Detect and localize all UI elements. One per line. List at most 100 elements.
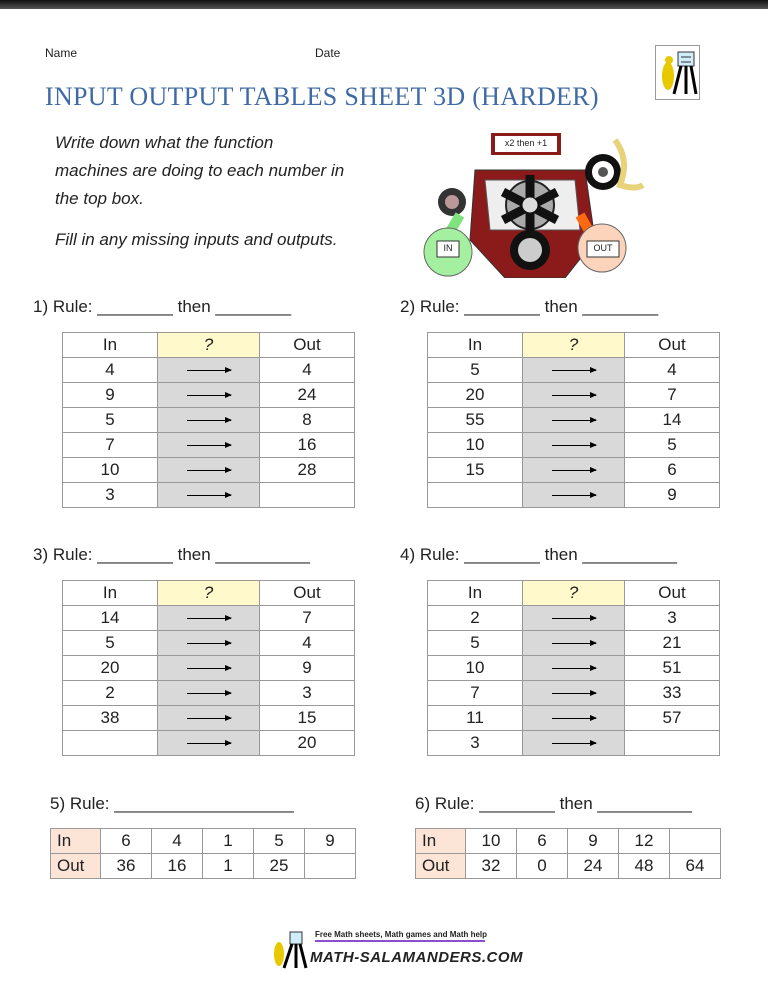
arrow-right-icon xyxy=(186,442,232,449)
out-cell: 9 xyxy=(624,482,720,508)
out-cell[interactable] xyxy=(259,482,355,508)
table-row: 10 51 xyxy=(427,655,720,681)
out-cell: 7 xyxy=(624,382,720,408)
in-header: In xyxy=(427,580,523,606)
in-cell: 10 xyxy=(62,457,158,483)
io-table-horizontal: In 10 6 9 12 Out 32 0 24 48 64 xyxy=(415,828,721,879)
arrow-right-icon xyxy=(551,392,597,399)
out-cell: 4 xyxy=(624,357,720,383)
out-cell: 25 xyxy=(253,853,305,879)
arrow-cell xyxy=(522,655,625,681)
table-row: 9 xyxy=(427,482,720,508)
arrow-right-icon xyxy=(186,740,232,747)
rule-heading: 2) Rule: ________ then ________ xyxy=(400,297,659,316)
arrow-cell xyxy=(522,457,625,483)
in-cell: 5 xyxy=(253,828,305,854)
arrow-right-icon xyxy=(186,715,232,722)
in-cell: 4 xyxy=(62,357,158,383)
table-row: 38 15 xyxy=(62,705,355,731)
table-header-row: In? Out xyxy=(62,332,355,358)
out-cell: 24 xyxy=(567,853,619,879)
out-cell: 28 xyxy=(259,457,355,483)
out-cell: 9 xyxy=(259,655,355,681)
rule-header: ? xyxy=(522,332,625,358)
arrow-right-icon xyxy=(551,690,597,697)
arrow-right-icon xyxy=(186,392,232,399)
footer-logo: Free Math sheets, Math games and Math he… xyxy=(270,930,523,974)
in-header: In xyxy=(62,580,158,606)
in-cell: 7 xyxy=(62,432,158,458)
arrow-cell xyxy=(157,680,260,706)
in-header: In xyxy=(427,332,523,358)
in-cell[interactable] xyxy=(669,828,721,854)
footer-brand: MATH-SALAMANDERS.COM xyxy=(310,949,524,966)
arrow-cell xyxy=(522,630,625,656)
io-table: In? Out 4 4 9 24 5 8 7 16 10 28 3 xyxy=(62,332,355,508)
out-cell: 33 xyxy=(624,680,720,706)
out-cell: 57 xyxy=(624,705,720,731)
arrow-cell xyxy=(522,382,625,408)
out-header: Out xyxy=(259,580,355,606)
arrow-cell xyxy=(157,357,260,383)
in-cell: 20 xyxy=(427,382,523,408)
in-cell: 5 xyxy=(427,630,523,656)
arrow-right-icon xyxy=(551,715,597,722)
arrow-cell xyxy=(157,457,260,483)
out-cell: 36 xyxy=(100,853,152,879)
out-cell: 16 xyxy=(259,432,355,458)
out-cell: 20 xyxy=(259,730,355,756)
table-row: 3 xyxy=(62,482,355,508)
page-title: INPUT OUTPUT TABLES SHEET 3D (HARDER) xyxy=(45,82,599,111)
arrow-right-icon xyxy=(186,492,232,499)
out-cell: 14 xyxy=(624,407,720,433)
in-cell: 2 xyxy=(427,605,523,631)
io-table-horizontal: In 6 4 1 5 9 Out 36 16 1 25 xyxy=(50,828,356,879)
table-row: 20 9 xyxy=(62,655,355,681)
instruction-line: Write down what the function xyxy=(55,133,274,152)
out-header: Out xyxy=(259,332,355,358)
arrow-cell xyxy=(157,482,260,508)
in-cell: 9 xyxy=(304,828,356,854)
out-label: Out xyxy=(50,853,101,879)
out-cell: 7 xyxy=(259,605,355,631)
arrow-right-icon xyxy=(186,467,232,474)
in-cell: 10 xyxy=(465,828,517,854)
arrow-cell xyxy=(522,705,625,731)
rule-heading: 5) Rule: ___________________ xyxy=(50,794,294,813)
in-cell: 15 xyxy=(427,457,523,483)
arrow-right-icon xyxy=(186,690,232,697)
name-label: Name xyxy=(45,46,78,60)
arrow-right-icon xyxy=(186,417,232,424)
arrow-right-icon xyxy=(186,665,232,672)
instruction-line: the top box. xyxy=(55,189,144,208)
arrow-cell xyxy=(157,705,260,731)
out-header: Out xyxy=(624,332,720,358)
out-cell: 64 xyxy=(669,853,721,879)
out-cell: 5 xyxy=(624,432,720,458)
table-header-row: In? Out xyxy=(62,580,355,606)
function-machine-illustration: x2 then +1 IN OUT xyxy=(415,130,645,279)
out-cell: 1 xyxy=(202,853,254,879)
arrow-right-icon xyxy=(551,492,597,499)
in-cell: 4 xyxy=(151,828,203,854)
arrow-cell xyxy=(157,605,260,631)
arrow-cell xyxy=(157,407,260,433)
arrow-right-icon xyxy=(551,442,597,449)
arrow-right-icon xyxy=(551,740,597,747)
in-cell: 9 xyxy=(567,828,619,854)
out-cell[interactable] xyxy=(304,853,356,879)
out-cell: 0 xyxy=(516,853,568,879)
arrow-cell xyxy=(522,730,625,756)
table-row: 5 21 xyxy=(427,630,720,656)
out-label: Out xyxy=(415,853,466,879)
in-cell[interactable] xyxy=(427,482,523,508)
arrow-cell xyxy=(522,605,625,631)
in-cell[interactable] xyxy=(62,730,158,756)
arrow-cell xyxy=(522,407,625,433)
out-cell[interactable] xyxy=(624,730,720,756)
table-header-row: In? Out xyxy=(427,332,720,358)
